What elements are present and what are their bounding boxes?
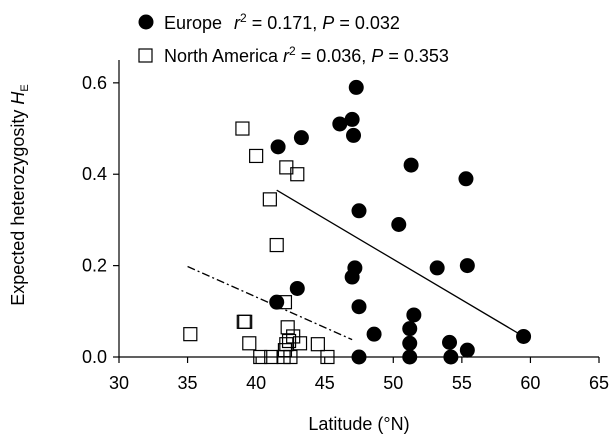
europe-data-point [442,334,458,350]
y-axis-ticks: 0.0 0.2 0.4 0.6 [82,73,119,367]
north-america-data-point [277,295,293,310]
europe-data-point [346,127,362,143]
north-america-data-point [235,121,250,136]
y-tick-label: 0.0 [82,347,107,367]
europe-trend-line [276,189,524,337]
north-america-data-point [238,314,253,329]
y-tick-label: 0.6 [82,73,107,93]
legend-p-value: = 0.032 [334,13,400,33]
x-tick-label: 35 [178,373,198,393]
europe-data-point [429,260,445,276]
legend-series-name: North America [164,46,279,66]
europe-data-point [406,307,422,323]
europe-data-point [293,130,309,146]
north-america-data-point [249,148,264,164]
legend-r2-symbol: r [283,46,290,66]
europe-data-point [351,203,367,219]
legend-r2-superscript: 2 [240,11,247,25]
europe-data-point [351,349,367,365]
x-axis-ticks: 30 35 40 45 50 55 60 65 [109,357,609,393]
europe-data-point [348,79,364,95]
north-america-data-point [310,337,325,352]
x-axis-title: Latitude (°N) [308,414,409,434]
north-america-trend-line [187,265,353,341]
y-tick-label: 0.2 [82,256,107,276]
legend-p-symbol: P [371,46,383,66]
x-tick-label: 30 [109,373,129,393]
legend: Europe r2 = 0.171, P = 0.032 North Americ… [138,11,449,66]
north-america-data-point [280,320,295,335]
x-tick-label: 50 [383,373,403,393]
north-america-data-point [290,167,305,182]
europe-data-point [344,269,360,285]
plot-area: 30 35 40 45 50 55 60 65 0.0 0.2 0.4 0.6 [82,60,609,393]
y-axis-title-symbol: H [8,91,28,105]
europe-data-point [402,321,418,337]
north-america-data-point [264,349,279,365]
x-tick-label: 55 [452,373,472,393]
europe-data-point [269,294,285,310]
north-america-data-point [292,336,308,351]
y-axis-title-subscript: E [19,84,31,91]
legend-p-symbol: P [322,13,334,33]
legend-label-europe: Europe r2 = 0.171, P = 0.032 [164,11,400,33]
europe-data-point [516,328,532,344]
x-tick-label: 65 [589,373,609,393]
north-america-data-point [262,192,277,207]
y-tick-label: 0.4 [82,164,107,184]
legend-marker-europe [138,14,154,30]
north-america-data-point [269,237,284,253]
legend-r2-value: = 0.036, [296,46,372,66]
legend-r2-superscript: 2 [289,44,296,58]
north-america-data-point [320,349,335,365]
europe-data-point [402,349,418,365]
europe-data-point [459,258,475,274]
legend-p-value: = 0.353 [383,46,449,66]
europe-data-point [403,157,419,173]
legend-r2-value: = 0.171, [247,13,323,33]
europe-data-point [443,349,459,365]
north-america-data-point [183,327,198,342]
europe-data-point [459,342,475,358]
y-axis-title-main: Expected heterozygosity [8,105,28,306]
legend-label-north-america: North America r2 = 0.036, P = 0.353 [164,44,449,66]
europe-data-point [391,216,407,232]
north-america-data-point [283,349,298,365]
north-america-data-point [253,349,268,365]
trend-lines [187,189,524,341]
europe-data-point [332,116,348,132]
europe-data-point [289,280,305,296]
legend-entry-europe: Europe r2 = 0.171, P = 0.032 [138,11,400,33]
x-tick-label: 45 [315,373,335,393]
x-tick-label: 40 [246,373,266,393]
north-america-data-point [242,336,257,351]
europe-data-point [270,139,286,155]
y-axis-title: Expected heterozygosity HE [8,84,31,305]
europe-data-point [458,171,474,187]
data-points [183,79,532,365]
europe-data-point [366,326,382,342]
north-america-data-point [281,333,297,349]
legend-entry-north-america: North America r2 = 0.036, P = 0.353 [138,44,449,66]
legend-marker-north-america [138,48,153,63]
legend-r2-symbol: r [234,13,241,33]
europe-data-point [402,335,418,351]
x-tick-label: 60 [520,373,540,393]
legend-series-name: Europe [164,13,222,33]
europe-data-point [351,299,367,315]
europe-data-point [344,111,360,127]
